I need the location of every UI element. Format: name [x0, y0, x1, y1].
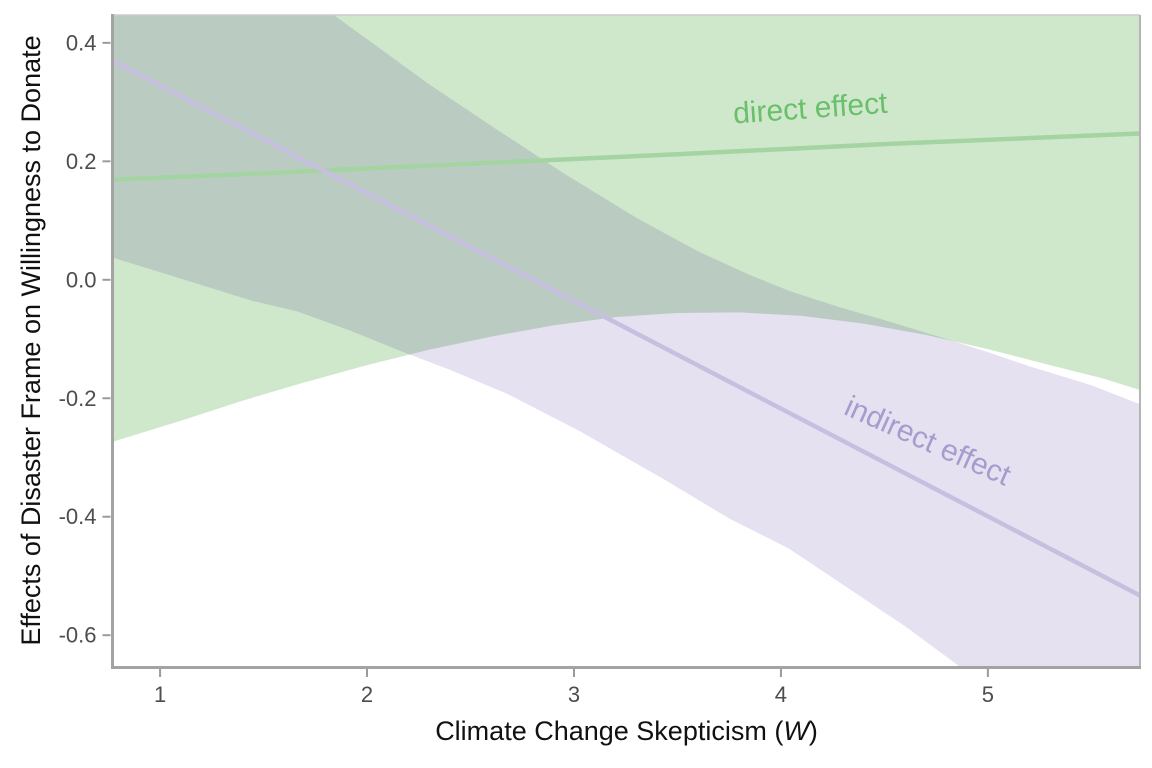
y-tick-label: -0.6 — [59, 623, 97, 648]
x-axis-title-text: Climate Change Skepticism ( — [435, 716, 784, 746]
y-axis-title: Effects of Disaster Frame on Willingness… — [16, 35, 46, 646]
y-tick-label: 0.2 — [66, 149, 97, 174]
x-tick-label: 2 — [361, 682, 373, 707]
plot-panel — [113, 15, 1140, 666]
x-tick-label: 4 — [775, 682, 787, 707]
x-axis-title-suffix: ) — [808, 716, 818, 746]
direct-effect-line — [113, 131, 1140, 182]
y-tick-label: 0.4 — [66, 30, 97, 55]
x-axis-title: Climate Change Skepticism (W) — [113, 716, 1140, 747]
indirect-effect-line — [113, 58, 1140, 598]
indirect-effect-band — [113, 15, 1140, 666]
y-tick-label: -0.4 — [59, 504, 97, 529]
y-tick-label: -0.2 — [59, 386, 97, 411]
x-axis-title-variable: W — [783, 716, 809, 746]
x-tick-label: 5 — [982, 682, 994, 707]
x-tick-label: 3 — [568, 682, 580, 707]
y-tick-label: 0.0 — [66, 267, 97, 292]
x-tick-label: 1 — [154, 682, 166, 707]
